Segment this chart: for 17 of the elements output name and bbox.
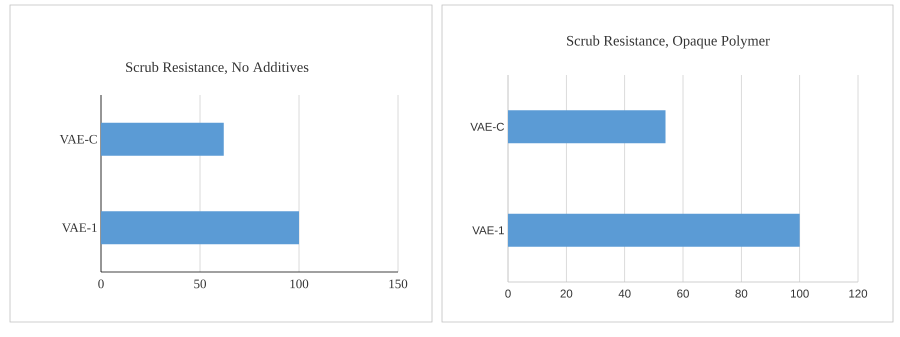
x-tick-label: 120 [849,290,868,298]
y-tick-label: VAE-1 [62,223,97,232]
x-tick-label: 100 [290,280,308,288]
x-tick-label: 0 [505,290,511,298]
x-tick-label: 150 [389,280,408,288]
x-tick-label: 0 [98,280,104,288]
x-tick-label: 100 [791,290,809,298]
chart-title: Scrub Resistance, Opaque Polymer [567,35,770,49]
x-tick-label: 60 [677,290,689,298]
y-tick-label: VAE-1 [472,226,504,234]
x-tick-label: 80 [735,290,748,298]
chart-title: Scrub Resistance, No Additives [126,62,308,74]
x-tick-label: 50 [194,280,206,288]
x-tick-label: 20 [560,290,572,298]
x-tick-label: 40 [618,290,631,298]
y-tick-label: VAE-C [470,122,504,131]
y-tick-label: VAE-C [60,134,97,144]
